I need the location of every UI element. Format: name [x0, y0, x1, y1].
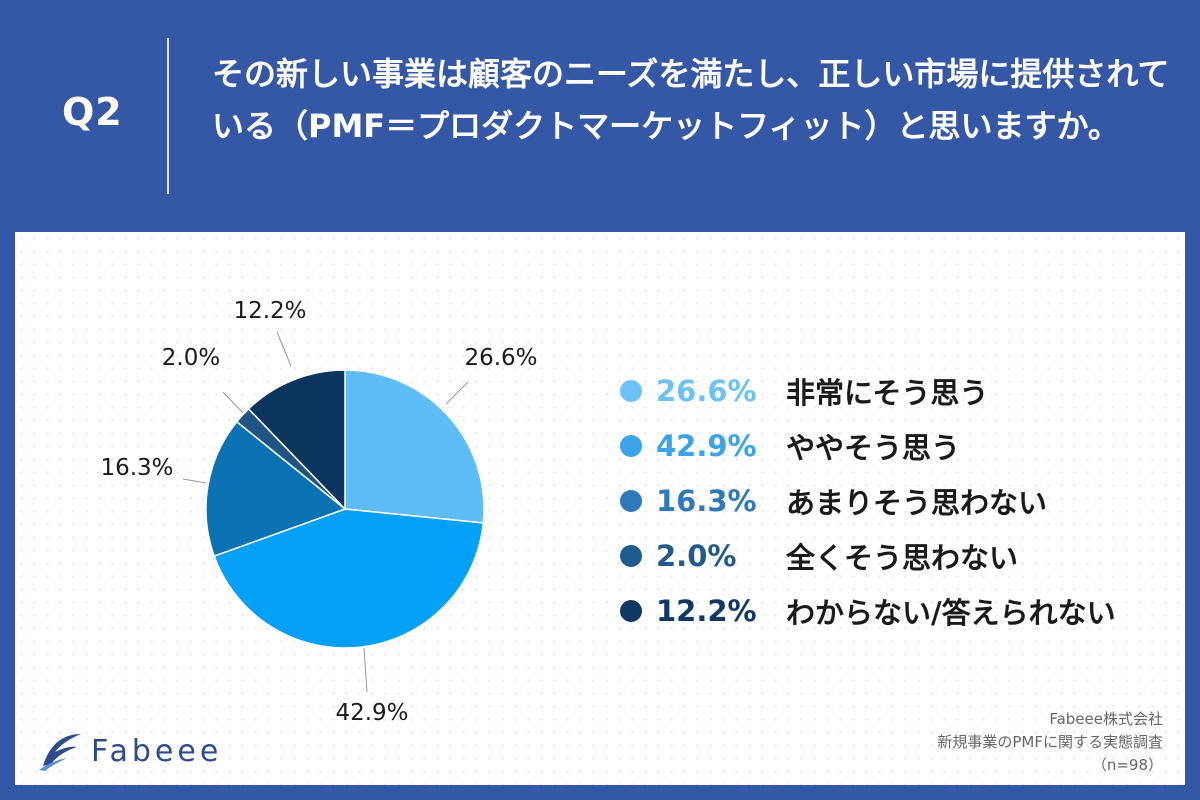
legend-item-somewhat: 42.9% ややそう思う [620, 418, 1116, 473]
legend-percent: 16.3% [656, 483, 757, 518]
legend-percent: 2.0% [656, 538, 737, 573]
legend-dot [620, 434, 642, 457]
legend-label: ややそう思う [786, 430, 961, 465]
slice-label: 16.3% [100, 455, 173, 481]
source-company: Fabeee株式会社 [1049, 710, 1163, 728]
leader-line [222, 391, 244, 414]
legend-dot [620, 599, 642, 622]
legend: 26.6% 非常にそう思う 42.9% ややそう思う 16.3% あまりそう思わ… [620, 363, 1116, 638]
legend-dot [620, 544, 642, 567]
slice-label: 26.6% [464, 345, 537, 371]
legend-label: あまりそう思わない [786, 485, 1048, 520]
leader-line [445, 381, 469, 405]
source-survey: 新規事業のPMFに関する実態調査 [937, 733, 1163, 751]
slice-label: 42.9% [335, 700, 408, 726]
pie-slice [344, 369, 485, 524]
question-text: その新しい事業は顧客のニーズを満たし、正しい市場に提供されている（PMF＝プロダ… [212, 55, 1170, 145]
legend-item-not-at-all: 2.0% 全くそう思わない [620, 528, 1116, 583]
legend-dot [620, 379, 642, 402]
pie-slice [213, 508, 485, 649]
pie-slice [247, 369, 346, 511]
leader-line [363, 647, 368, 693]
fabeee-logo-icon [39, 734, 81, 771]
pie-slice [205, 420, 347, 558]
question-number: Q2 [62, 90, 123, 134]
leader-line [182, 478, 207, 484]
slice-label: 12.2% [233, 298, 306, 324]
logo-wordmark: Fabeee [91, 733, 223, 769]
legend-item-very-much: 26.6% 非常にそう思う [620, 363, 1116, 418]
legend-percent: 12.2% [656, 593, 757, 628]
header-divider [167, 38, 169, 194]
leader-line [276, 331, 292, 367]
legend-label: わからない/答えられない [786, 595, 1116, 630]
source-sample: （n=98） [1091, 756, 1163, 774]
slice-label: 2.0% [162, 345, 220, 371]
fabeee-logo: Fabeee [37, 730, 222, 772]
chart-card: 26.6% 42.9% 16.3% 2.0% 12.2% 26.6% 非常にそう思う 4… [15, 232, 1185, 785]
header: Q2 その新しい事業は顧客のニーズを満たし、正しい市場に提供されている（PMF＝… [0, 0, 1200, 232]
pie-chart: 26.6% 42.9% 16.3% 2.0% 12.2% [100, 298, 537, 726]
legend-item-dont-know: 12.2% わからない/答えられない [620, 583, 1116, 638]
legend-label: 非常にそう思う [786, 375, 989, 410]
legend-item-not-much: 16.3% あまりそう思わない [620, 473, 1116, 528]
legend-dot [620, 489, 642, 512]
legend-percent: 42.9% [656, 428, 757, 463]
source-note: Fabeee株式会社 新規事業のPMFに関する実態調査 （n=98） [937, 708, 1163, 777]
legend-percent: 26.6% [656, 373, 757, 408]
legend-label: 全くそう思わない [786, 540, 1019, 575]
